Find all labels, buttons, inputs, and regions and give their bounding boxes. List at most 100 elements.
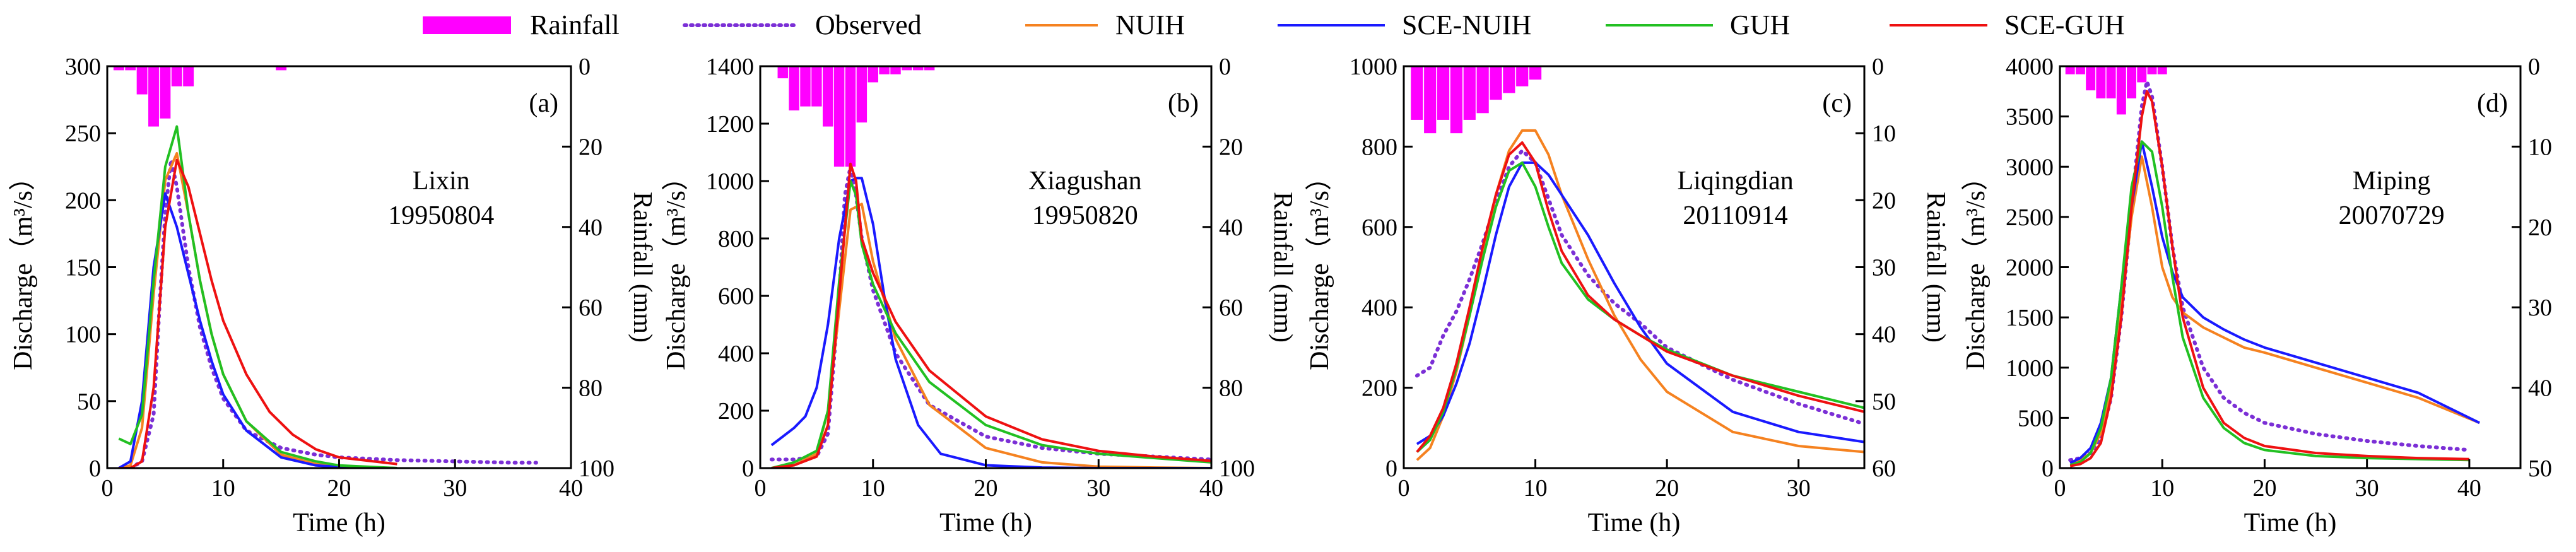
y2-tick-label: 20: [1219, 134, 1243, 160]
x-axis-title: Time (h): [1588, 508, 1681, 537]
y2-tick-label: 0: [1219, 54, 1231, 80]
rainfall-bar: [833, 66, 845, 167]
y-tick-label: 2500: [2006, 204, 2054, 231]
rainfall-bar: [1503, 66, 1515, 93]
y-tick-label: 1400: [706, 54, 754, 80]
y2-tick-label: 100: [1219, 455, 1255, 482]
y2-tick-label: 80: [579, 375, 603, 402]
rainfall-bar: [2116, 66, 2126, 115]
rainfall-bar: [856, 66, 867, 123]
legend-label-guh: GUH: [1730, 9, 1790, 40]
y2-tick-label: 20: [1872, 187, 1896, 214]
y-tick-label: 200: [718, 398, 754, 425]
panel-0: 0 10 20 30 40 0 50 100 150 200 250 300 0 20 40 60 80 100 T…: [9, 54, 657, 537]
rainfall-bar: [1490, 66, 1502, 100]
series-line-guh: [771, 180, 1211, 468]
y-tick-label: 400: [1362, 295, 1397, 321]
y2-axis-title: Rainfall (mm): [1921, 192, 1950, 343]
legend-label-sce_nuih: SCE-NUIH: [1402, 9, 1531, 40]
x-tick-label: 30: [1787, 475, 1811, 502]
series-line-guh: [1416, 161, 1864, 453]
rainfall-bar: [924, 66, 935, 71]
x-tick-label: 0: [755, 475, 767, 502]
y-tick-label: 100: [65, 322, 101, 348]
x-tick-label: 20: [1655, 475, 1679, 502]
y-tick-label: 3500: [2006, 104, 2054, 131]
y2-tick-label: 40: [1872, 322, 1896, 348]
rainfall-bar: [2065, 66, 2075, 74]
x-tick-label: 0: [2054, 475, 2066, 502]
y-tick-label: 600: [1362, 214, 1397, 241]
rainfall-bar: [879, 66, 890, 74]
legend-item-nuih: NUIH: [1025, 9, 1185, 40]
y2-tick-label: 0: [1872, 54, 1884, 80]
x-tick-label: 40: [1199, 475, 1223, 502]
y-tick-label: 150: [65, 255, 101, 281]
y2-tick-label: 60: [579, 295, 603, 321]
y-tick-label: 500: [2018, 405, 2054, 432]
y2-tick-label: 60: [1219, 295, 1243, 321]
rainfall-bar: [811, 66, 822, 107]
x-tick-label: 0: [102, 475, 114, 502]
x-axis-title: Time (h): [939, 508, 1032, 537]
legend-label-sce_guh: SCE-GUH: [2004, 9, 2125, 40]
rainfall-bars: [1411, 66, 1542, 134]
rainfall-bar: [2086, 66, 2096, 91]
y2-tick-label: 20: [2528, 214, 2552, 241]
panel-letter: (c): [1822, 89, 1852, 118]
y2-axis-title: Rainfall (mm): [1268, 192, 1297, 343]
y-tick-label: 1500: [2006, 305, 2054, 331]
rainfall-bar: [1437, 66, 1450, 120]
y2-tick-label: 0: [579, 54, 591, 80]
x-tick-label: 10: [861, 475, 885, 502]
rainfall-bar: [113, 66, 124, 71]
rainfall-bars: [113, 66, 287, 127]
y-tick-label: 600: [718, 283, 754, 310]
x-tick-label: 20: [327, 475, 351, 502]
x-tick-label: 0: [1398, 475, 1410, 502]
rainfall-bar: [845, 66, 856, 167]
event-id: 20070729: [2339, 201, 2445, 230]
rainfall-bar: [148, 66, 159, 127]
y-tick-label: 1200: [706, 111, 754, 138]
y2-tick-label: 30: [2528, 295, 2552, 321]
y2-tick-label: 0: [2528, 54, 2540, 80]
y2-tick-label: 80: [1219, 375, 1243, 402]
rainfall-bar: [160, 66, 171, 119]
y-tick-label: 1000: [1350, 54, 1397, 80]
series-line-sce_guh: [1416, 141, 1864, 453]
series-line-sce_nuih: [1416, 161, 1864, 445]
y2-tick-label: 20: [579, 134, 603, 160]
rainfall-bar: [2147, 66, 2157, 74]
y-tick-label: 200: [1362, 375, 1397, 402]
y2-axis-title: Rainfall (mm): [628, 192, 657, 343]
y-tick-label: 0: [2042, 455, 2054, 482]
y-tick-label: 400: [718, 341, 754, 367]
legend-label-observed: Observed: [815, 9, 922, 40]
rainfall-bar: [777, 66, 788, 79]
rainfall-bar: [789, 66, 799, 111]
y-tick-label: 250: [65, 120, 101, 147]
station-name: Xiagushan: [1028, 167, 1142, 196]
legend-swatch-rainfall: [423, 16, 511, 34]
rainfall-bar: [1529, 66, 1542, 80]
x-tick-label: 20: [974, 475, 998, 502]
rainfall-bar: [902, 66, 912, 71]
x-tick-label: 30: [1086, 475, 1110, 502]
rainfall-bar: [867, 66, 878, 83]
rainfall-bar: [2075, 66, 2085, 74]
y2-tick-label: 40: [2528, 375, 2552, 402]
x-axis-title: Time (h): [2244, 508, 2337, 537]
series-line-sce_guh: [119, 158, 397, 468]
rainfall-bar: [1450, 66, 1463, 134]
panel-letter: (d): [2477, 89, 2508, 118]
y-tick-label: 4000: [2006, 54, 2054, 80]
x-axis-title: Time (h): [293, 508, 385, 537]
legend: Rainfall Observed NUIH SCE-NUIH GUH SCE-GUH: [423, 9, 2125, 40]
legend-item-sce_guh: SCE-GUH: [1890, 9, 2125, 40]
rainfall-bar: [183, 66, 194, 86]
legend-item-sce_nuih: SCE-NUIH: [1278, 9, 1531, 40]
rainfall-bar: [171, 66, 182, 86]
